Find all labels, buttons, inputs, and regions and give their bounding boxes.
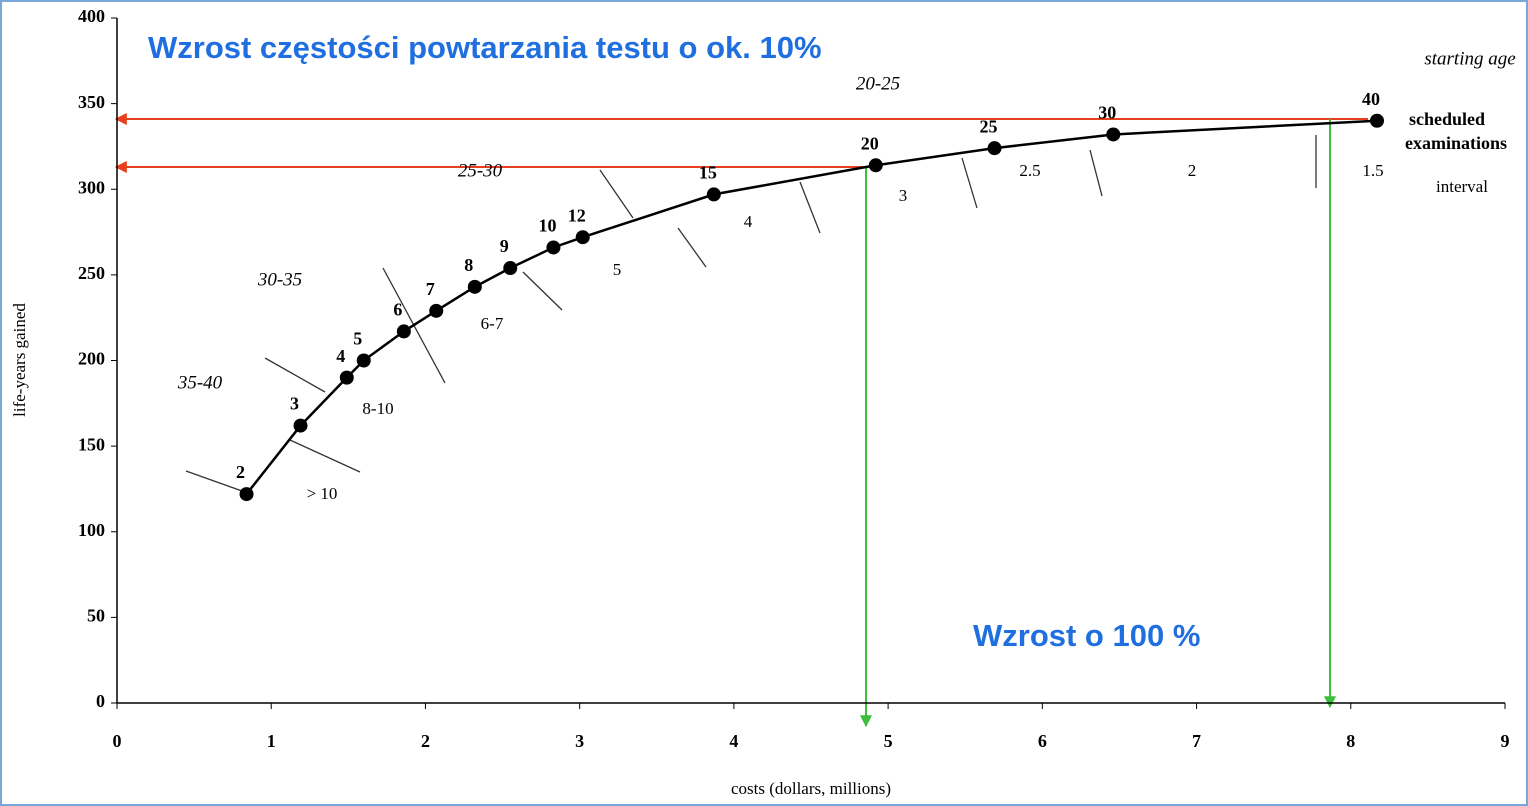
point-label: 9 [500, 236, 509, 256]
y-tick-label: 300 [78, 177, 105, 197]
interval-label: 4 [744, 212, 753, 231]
point [467, 279, 482, 294]
point [339, 370, 354, 385]
point-label: 3 [290, 394, 299, 414]
y-tick-label: 350 [78, 92, 105, 112]
point-label: 4 [336, 346, 345, 366]
arrows [114, 113, 1368, 728]
point-label: 25 [980, 116, 998, 136]
point-label: 15 [699, 163, 717, 183]
point [1369, 113, 1384, 128]
interval-label: > 10 [307, 484, 338, 503]
point [293, 418, 308, 433]
y-tick-label: 400 [78, 6, 105, 26]
point-label: 7 [426, 279, 435, 299]
point [868, 158, 883, 173]
interval-label: 3 [899, 186, 908, 205]
point-label: 20 [861, 133, 879, 153]
point [503, 261, 518, 276]
y-tick-label: 50 [87, 606, 105, 626]
x-tick-label: 2 [421, 731, 430, 751]
starting-age-label: 20-25 [856, 73, 900, 94]
point-label: 10 [538, 216, 556, 236]
annotation: Wzrost o 100 % [973, 618, 1200, 653]
point [356, 353, 371, 368]
point [706, 187, 721, 202]
interval-label: 2 [1188, 161, 1197, 180]
starting-age-label: 30-35 [257, 269, 302, 290]
annotation: Wzrost częstości powtarzania testu o ok.… [148, 30, 822, 65]
x-tick-label: 7 [1192, 731, 1201, 751]
interval-label: 8-10 [362, 399, 393, 418]
y-tick-label: 100 [78, 520, 105, 540]
y-axis-label: life-years gained [10, 303, 29, 417]
point [546, 240, 561, 255]
point-label: 30 [1098, 103, 1116, 123]
starting-age-label: starting age [1424, 48, 1515, 69]
point-label: 5 [353, 329, 362, 349]
interval-label: 6-7 [481, 314, 504, 333]
interval-label: 2.5 [1019, 161, 1040, 180]
point [1106, 127, 1121, 142]
x-tick-label: 5 [884, 731, 893, 751]
y-tick-label: 250 [78, 263, 105, 283]
point [987, 141, 1002, 156]
point-label: 6 [393, 300, 402, 320]
x-tick-label: 0 [113, 731, 122, 751]
point-label: 2 [236, 462, 245, 482]
x-tick-label: 8 [1346, 731, 1355, 751]
legend-text: scheduled [1409, 109, 1485, 129]
point [239, 487, 254, 502]
x-tick-label: 1 [267, 731, 276, 751]
point [575, 230, 590, 245]
point-label: 8 [464, 255, 473, 275]
x-axis-label: costs (dollars, millions) [731, 779, 891, 798]
y-tick-label: 0 [96, 691, 105, 711]
interval-label: interval [1436, 177, 1488, 196]
y-tick-label: 150 [78, 434, 105, 454]
x-tick-label: 3 [575, 731, 584, 751]
point-label: 40 [1362, 89, 1380, 109]
x-tick-label: 9 [1501, 731, 1510, 751]
interval-label: 1.5 [1362, 161, 1383, 180]
starting-age-label: 35-40 [177, 372, 223, 393]
y-tick-label: 200 [78, 349, 105, 369]
point-label: 12 [568, 205, 586, 225]
point [429, 303, 444, 318]
x-tick-label: 4 [729, 731, 738, 751]
interval-label: 5 [613, 260, 622, 279]
separators [185, 135, 1317, 492]
point [396, 324, 411, 339]
x-tick-label: 6 [1038, 731, 1047, 751]
legend-text: examinations [1405, 133, 1507, 153]
line [245, 119, 1378, 495]
starting-age-label: 25-30 [458, 160, 503, 181]
